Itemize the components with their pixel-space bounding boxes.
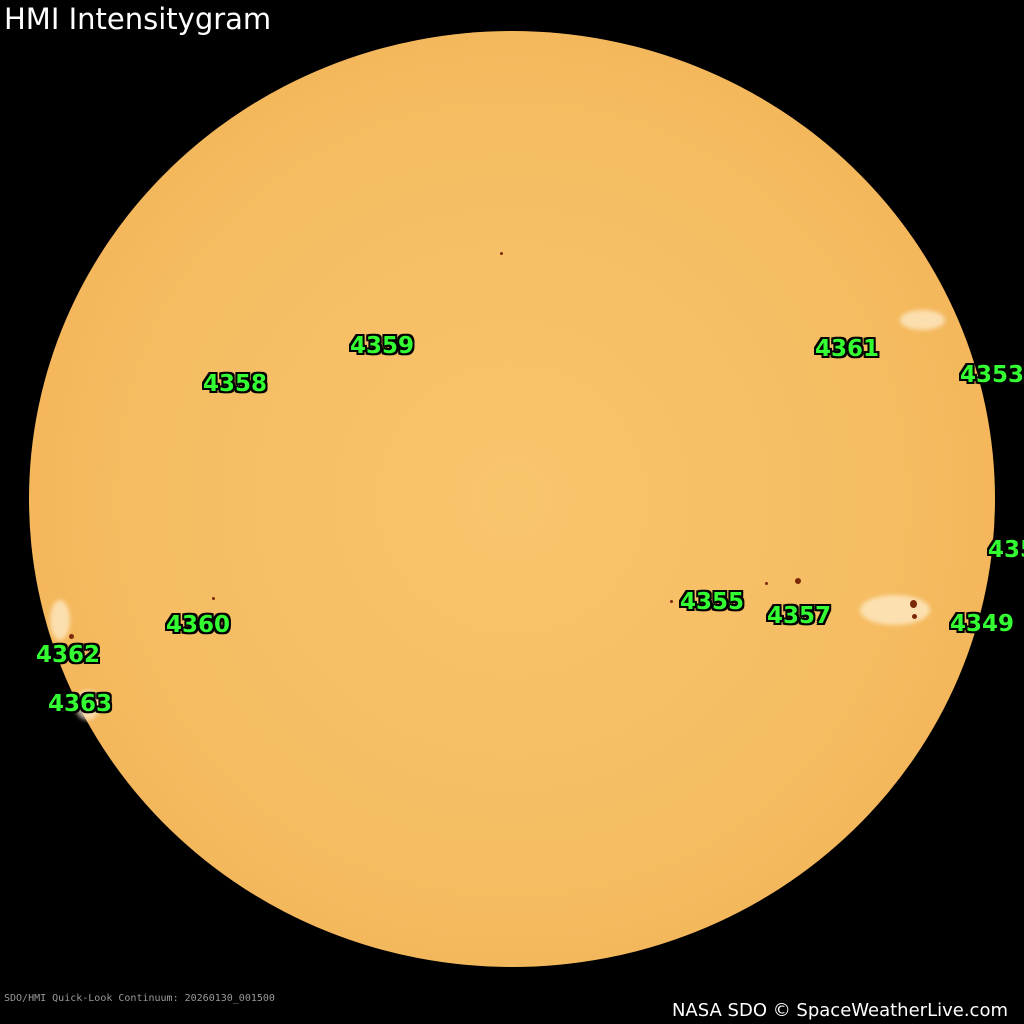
active-region-label: 4357 <box>767 603 832 629</box>
active-region-label: 4355 <box>680 589 745 615</box>
sunspot <box>795 578 801 584</box>
sunspot <box>912 614 917 619</box>
facula <box>75 690 100 720</box>
active-region-label: 4353 <box>960 362 1024 388</box>
sunspot <box>670 600 673 603</box>
active-region-label: 4358 <box>203 371 268 397</box>
facula <box>50 600 70 640</box>
facula <box>900 310 945 330</box>
sunspot <box>212 597 215 600</box>
sunspot <box>765 582 768 585</box>
active-region-label: 4360 <box>166 612 231 638</box>
active-region-label: 4361 <box>815 336 880 362</box>
solar-disk <box>29 31 995 967</box>
sunspot <box>910 600 917 608</box>
image-title: HMI Intensitygram <box>4 2 272 36</box>
image-caption: SDO/HMI Quick-Look Continuum: 20260130_0… <box>4 993 275 1004</box>
image-credit: NASA SDO © SpaceWeatherLive.com <box>671 1000 1008 1021</box>
sunspot <box>69 634 74 639</box>
active-region-label: 4349 <box>950 611 1015 637</box>
facula <box>860 595 930 625</box>
active-region-label: 4363 <box>48 691 113 717</box>
active-region-label: 4362 <box>36 642 101 668</box>
sunspot <box>500 252 503 255</box>
active-region-label: 4359 <box>350 333 415 359</box>
active-region-label: 435 <box>988 537 1024 563</box>
